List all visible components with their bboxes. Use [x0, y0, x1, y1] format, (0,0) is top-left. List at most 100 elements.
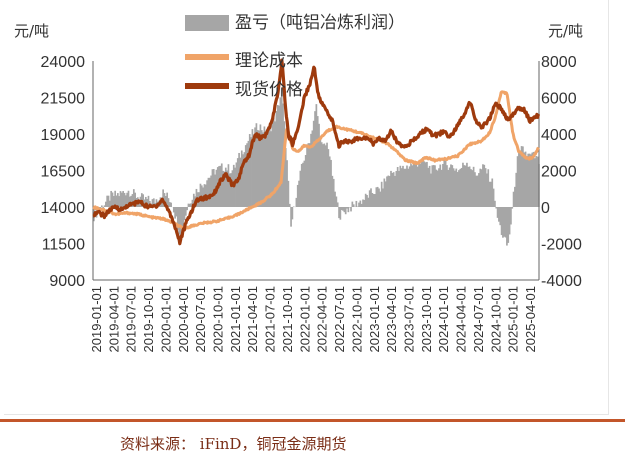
profit-bar: [339, 207, 342, 220]
profit-bar: [267, 128, 270, 207]
profit-bar: [319, 139, 322, 207]
profit-bar: [168, 202, 171, 207]
profit-bar: [207, 177, 210, 207]
profit-bar: [523, 152, 526, 207]
profit-bar: [110, 190, 113, 207]
profit-bar: [510, 207, 512, 225]
profit-bar: [451, 165, 454, 207]
profit-bar: [151, 199, 154, 207]
profit-bar: [184, 207, 187, 216]
profit-bar: [434, 165, 436, 207]
profit-bar: [403, 168, 406, 207]
legend-label: 理论成本: [235, 51, 303, 71]
profit-bar: [303, 160, 306, 207]
axes: 9000 11500 14000 16500 19000 21500 24000 -4000 -…: [41, 54, 583, 353]
profit-bar: [243, 152, 246, 207]
profit-bar: [268, 126, 271, 207]
profit-bar: [147, 195, 150, 207]
profit-bar: [260, 130, 263, 207]
profit-bar: [251, 129, 254, 207]
profit-bar: [472, 166, 475, 207]
profit-bar: [518, 152, 520, 207]
profit-bar: [228, 173, 231, 207]
legend-cost-swatch: [185, 54, 229, 60]
profit-bar: [362, 199, 364, 207]
profit-bar: [178, 207, 180, 235]
profit-bar: [248, 134, 251, 207]
profit-bar: [255, 123, 258, 207]
legend-label: 现货价格: [235, 80, 303, 100]
profit-bar: [522, 146, 524, 207]
profit-bar: [467, 166, 470, 207]
profit-bar: [511, 207, 514, 209]
profit-bar: [470, 169, 472, 207]
profit-bar: [315, 104, 318, 207]
profit-bar: [532, 151, 535, 207]
profit-bar: [463, 165, 466, 207]
profit-bar: [224, 167, 227, 207]
profit-bar: [486, 173, 488, 207]
profit-bar: [448, 167, 451, 207]
x-tick-label: 2024-01-01: [436, 286, 451, 353]
profit-bar: [444, 160, 447, 207]
right-tick-label: 8000: [541, 54, 577, 71]
profit-bar: [144, 196, 147, 207]
profit-bar: [456, 172, 459, 207]
profit-bar: [530, 154, 532, 207]
profit-bar: [208, 177, 211, 207]
profit-bar: [459, 168, 462, 207]
profit-bar: [515, 172, 518, 207]
profit-bar: [468, 166, 471, 207]
profit-bar: [506, 207, 508, 246]
profit-bar: [264, 134, 267, 207]
profit-bar: [290, 207, 292, 227]
profit-bar: [126, 192, 129, 207]
profit-bar: [496, 207, 499, 218]
profit-bar: [124, 195, 127, 207]
profit-bar: [331, 175, 334, 207]
profit-bar: [479, 168, 482, 207]
profit-bar: [487, 169, 490, 207]
profit-bar: [131, 194, 134, 207]
profit-bar: [188, 203, 191, 207]
profit-bar: [312, 120, 315, 207]
profit-bar: [307, 143, 310, 207]
x-tick-label: 2025-04-01: [523, 286, 538, 353]
profit-bar: [391, 172, 394, 207]
profit-bar: [514, 186, 516, 207]
profit-bar: [438, 168, 440, 207]
profit-bar: [340, 207, 343, 211]
profit-bar: [320, 142, 323, 207]
profit-bar: [308, 143, 311, 207]
profit-bar: [210, 175, 212, 207]
profit-bar: [412, 162, 415, 207]
profit-bar: [300, 163, 303, 207]
profit-bar: [366, 195, 368, 207]
profit-bar: [288, 203, 291, 207]
profit-bar: [114, 190, 117, 207]
profit-bar: [346, 207, 348, 209]
profit-bar: [142, 194, 144, 207]
x-tick-label: 2022-07-01: [332, 286, 347, 353]
profit-bar: [460, 167, 463, 207]
profit-bar: [410, 163, 412, 207]
profit-bar: [332, 178, 335, 207]
left-tick-label: 16500: [41, 164, 86, 181]
profit-bar: [352, 204, 355, 207]
x-tick-label: 2019-04-01: [106, 286, 121, 353]
profit-bar: [123, 192, 126, 207]
profit-bar: [483, 164, 486, 207]
profit-bar: [302, 162, 304, 207]
x-tick-label: 2021-07-01: [263, 286, 278, 353]
spot-price-line: [92, 58, 540, 246]
profit-bar: [447, 169, 450, 207]
profit-bar: [134, 192, 137, 207]
profit-bar: [111, 192, 114, 207]
profit-bar: [318, 123, 320, 207]
profit-bar: [347, 207, 350, 213]
profit-bar: [219, 165, 222, 207]
profit-bar: [179, 207, 182, 240]
figure-frame: [4, 0, 609, 415]
profit-bar: [118, 196, 121, 207]
line-layer: [92, 58, 540, 246]
